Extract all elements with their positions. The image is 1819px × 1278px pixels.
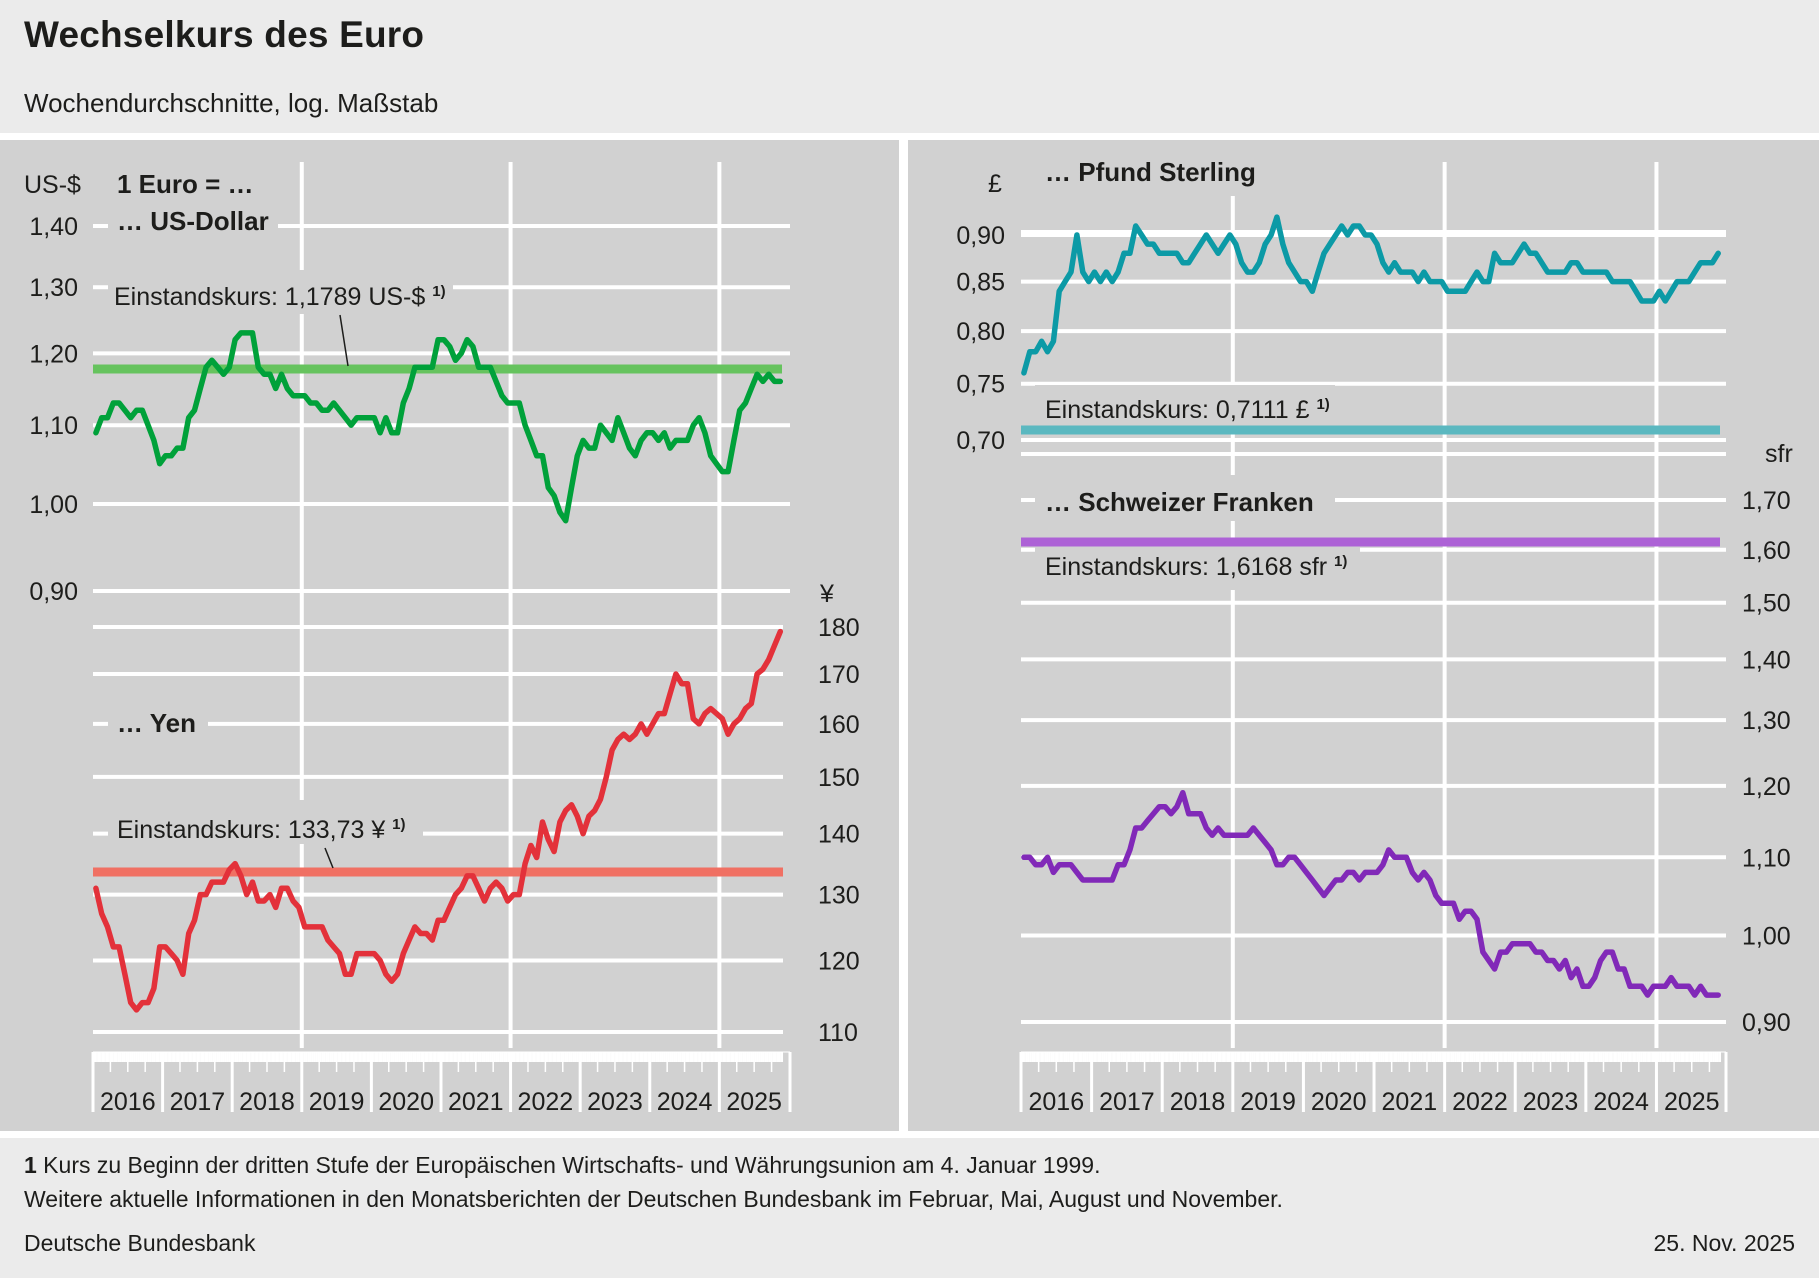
- y-tick-label: 0,90: [29, 578, 78, 606]
- x-tick-label: 2021: [448, 1088, 504, 1116]
- x-tick-label: 2022: [1452, 1088, 1508, 1116]
- y-tick-label: 170: [818, 661, 860, 689]
- label-background: [108, 205, 278, 243]
- y-tick-label: 1,20: [29, 340, 78, 368]
- leader-line: [324, 847, 334, 869]
- jpy-line: [93, 628, 784, 1013]
- y-tick-label: 0,90: [956, 222, 1005, 250]
- chf-unit-label: sfr: [1765, 440, 1793, 468]
- y-tick-label: 130: [818, 882, 860, 910]
- x-tick-label: 2023: [1523, 1088, 1579, 1116]
- chf-line: [1021, 789, 1721, 998]
- chf-series-title: … Schweizer Franken: [1045, 487, 1314, 517]
- chart-title: Wechselkurs des Euro: [24, 14, 425, 55]
- chart-subtitle: Wochendurchschnitte, log. Maßstab: [24, 88, 439, 118]
- y-tick-label: 1,50: [1742, 590, 1791, 618]
- x-tick-label: 2025: [1664, 1088, 1720, 1116]
- usd-series-title: … US-Dollar: [117, 206, 269, 236]
- y-tick-label: 0,85: [956, 269, 1005, 297]
- label-background: [108, 270, 453, 314]
- top-divider: [0, 133, 1819, 140]
- x-tick-label: 2024: [1593, 1088, 1649, 1116]
- leader-line: [339, 314, 349, 367]
- x-tick-label: 2020: [1311, 1088, 1367, 1116]
- y-tick-label: 1,10: [1742, 844, 1791, 872]
- x-tick-label: 2017: [170, 1088, 226, 1116]
- footnote-marker: 1): [432, 283, 445, 300]
- reference-label: Einstandskurs: 1,6168 sfr 1): [1045, 553, 1347, 581]
- y-tick-label: 1,40: [29, 213, 78, 241]
- label-background: [1035, 385, 1335, 430]
- y-tick-label: 0,70: [956, 427, 1005, 455]
- usd-line: [93, 330, 784, 524]
- y-tick-label: 120: [818, 947, 860, 975]
- footnote-number: 1: [24, 1152, 37, 1178]
- y-tick-label: 1,40: [1742, 646, 1791, 674]
- y-tick-label: 1,30: [1742, 707, 1791, 735]
- x-tick-label: 2019: [309, 1088, 365, 1116]
- y-tick-label: 0,75: [956, 371, 1005, 399]
- y-tick-label: 1,20: [1742, 773, 1791, 801]
- jpy-unit-label: ¥: [819, 580, 834, 608]
- y-tick-label: 0,80: [956, 318, 1005, 346]
- more-info-text: Weitere aktuelle Informationen in den Mo…: [24, 1186, 1283, 1212]
- x-tick-label: 2020: [378, 1088, 434, 1116]
- gbp-line: [1021, 214, 1721, 376]
- label-background: [1035, 150, 1265, 196]
- y-tick-label: 150: [818, 764, 860, 792]
- label-background: [108, 800, 423, 844]
- y-tick-label: 140: [818, 821, 860, 849]
- y-tick-label: 1,30: [29, 274, 78, 302]
- x-tick-label: 2023: [587, 1088, 643, 1116]
- footnote: 1 Kurs zu Beginn der dritten Stufe der E…: [24, 1152, 1101, 1179]
- x-tick-label: 2022: [518, 1088, 574, 1116]
- gbp-unit-label: £: [988, 170, 1002, 198]
- x-tick-label: 2019: [1240, 1088, 1296, 1116]
- label-background: [1035, 545, 1360, 590]
- x-tick-label: 2021: [1382, 1088, 1438, 1116]
- x-tick-label: 2024: [657, 1088, 713, 1116]
- bottom-divider: [0, 1131, 1819, 1138]
- y-tick-label: 110: [818, 1019, 858, 1047]
- reference-label: Einstandskurs: 133,73 ¥ 1): [117, 816, 406, 844]
- footnote-text: Kurs zu Beginn der dritten Stufe der Eur…: [36, 1152, 1101, 1178]
- publication-date: 25. Nov. 2025: [1653, 1230, 1795, 1256]
- x-tick-label: 2017: [1099, 1088, 1155, 1116]
- y-tick-label: 1,00: [1742, 923, 1791, 951]
- y-tick-label: 1,70: [1742, 487, 1791, 515]
- y-tick-label: 1,10: [29, 412, 78, 440]
- footnote-marker: 1): [392, 816, 405, 833]
- gbp-series-title: … Pfund Sterling: [1045, 157, 1256, 187]
- x-tick-label: 2018: [1170, 1088, 1226, 1116]
- footnote-marker: 1): [1334, 553, 1347, 570]
- x-tick-label: 2016: [100, 1088, 156, 1116]
- jpy-series-title: … Yen: [117, 708, 196, 738]
- usd-unit-label: US-$: [24, 171, 81, 199]
- reference-label: Einstandskurs: 1,1789 US-$ 1): [114, 283, 446, 311]
- panel-divider: [899, 140, 908, 1131]
- y-tick-label: 1,00: [29, 491, 78, 519]
- label-background: [108, 700, 208, 746]
- reference-label: Einstandskurs: 0,7111 £ 1): [1045, 396, 1330, 424]
- x-tick-label: 2016: [1028, 1088, 1084, 1116]
- y-tick-label: 160: [818, 711, 860, 739]
- source-label: Deutsche Bundesbank: [24, 1230, 256, 1256]
- header-label: 1 Euro = …: [117, 169, 254, 199]
- x-tick-label: 2025: [726, 1088, 782, 1116]
- x-tick-label: 2018: [239, 1088, 295, 1116]
- y-tick-label: 180: [818, 614, 860, 642]
- y-tick-label: 0,90: [1742, 1009, 1791, 1037]
- footnote-marker: 1): [1316, 396, 1329, 413]
- label-background: [1035, 475, 1335, 521]
- y-tick-label: 1,60: [1742, 537, 1791, 565]
